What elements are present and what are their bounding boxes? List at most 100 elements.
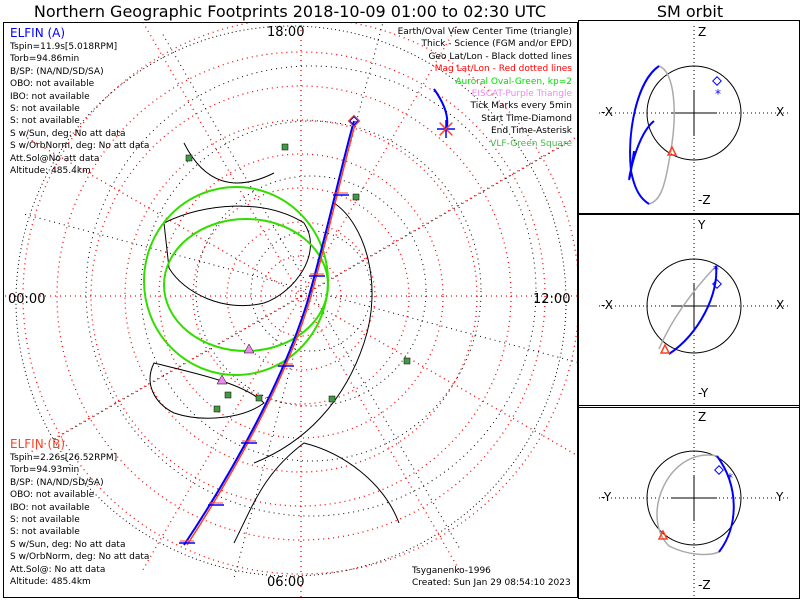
polar-map-canvas: [4, 23, 577, 597]
polar-map: [3, 22, 578, 598]
elfin-b-info-line: Altitude: 485.4km: [10, 577, 91, 588]
elfin-a-info-line: OBO: not available: [10, 79, 95, 90]
elfin-b-info-line: S: not available: [10, 527, 80, 538]
axis-label-left: -X: [601, 105, 613, 119]
elfin-a-info-line: Att.Sol@No att data: [10, 153, 100, 164]
elfin-b-heading: ELFIN (B): [10, 437, 66, 451]
sm-orbit-canvas: *: [599, 411, 789, 596]
start-diamond: [349, 116, 359, 126]
axis-label-bottom: -Z: [698, 578, 711, 592]
vlf-green-square: [403, 357, 411, 365]
view-center-triangle: [659, 343, 671, 354]
mag-lat-circle: [158, 153, 444, 439]
elfin-a-info-line: Tspin=11.9s[5.018RPM]: [10, 42, 118, 52]
vlf-green-square: [352, 193, 360, 201]
vlf-green-square: [185, 154, 193, 162]
orbit-path: [668, 265, 718, 355]
axis-label-right: X: [776, 298, 785, 312]
mag-lon-line: [23, 295, 302, 457]
elfin-a-info-line: IBO: not available: [10, 91, 90, 102]
sm-orbit-canvas: *: [599, 219, 789, 404]
sm-orbit-panel: * Z -Z -X X: [578, 20, 800, 215]
geo-lon-line: [310, 140, 572, 292]
earth-circle: [646, 65, 742, 161]
axis-label-left: -Y: [601, 490, 612, 504]
coastline-greenland: [163, 205, 311, 307]
view-center-triangle: [657, 529, 669, 540]
geo-lon-line: [160, 30, 312, 292]
mag-lon-line: [142, 23, 302, 297]
orbit-path: [628, 65, 660, 205]
orbit-nightside: [648, 65, 675, 205]
vlf-green-square: [224, 391, 232, 399]
elfin-b-info-line: S w/OrbNorm, deg: No att data: [10, 552, 150, 563]
time-label-right: 12:00: [533, 292, 571, 307]
horizon-circle: [15, 25, 567, 577]
vlf-green-square: [328, 395, 336, 403]
elfin-b-info-line: Torb=94.93min: [10, 465, 80, 476]
geo-lon-line: [310, 290, 577, 363]
vlf-green-square: [213, 405, 221, 413]
elfin-b-info-line: S: not available: [10, 515, 80, 526]
mag-lat-circle: [226, 221, 376, 371]
vlf-green-square: [281, 143, 289, 151]
model-credit: Tsyganenko-1996: [412, 566, 491, 576]
axis-label-top: Y: [698, 218, 706, 232]
sm-orbit-panel: * Z -Z -Y Y: [578, 405, 800, 599]
elfin-a-info: ELFIN (A) Tspin=11.9s[5.018RPM] Torb=94.8…: [10, 26, 149, 177]
geo-lon-line: [310, 290, 462, 552]
plot-title: Northern Geographic Footprints 2018-10-0…: [33, 2, 547, 21]
legend-item: End Time-Asterisk: [490, 126, 572, 137]
axis-label-top: Z: [698, 25, 707, 39]
elfin-b-trajectory: [186, 120, 357, 546]
legend-item: Auroral Oval-Green, kp=2: [455, 76, 572, 87]
eiscat-triangle: [216, 374, 228, 385]
legend-item: Geo Lat/Lon - Black dotted lines: [428, 51, 572, 62]
axis-label-top: Z: [698, 410, 707, 424]
legend-item: EISCAT-Purple Triangle: [471, 89, 572, 100]
elfin-a-info-line: S w/Sun, deg: No att data: [10, 128, 126, 139]
legend-item: Thick - Science (FGM and/or EPD): [421, 39, 572, 50]
legend-item: Earth/Oval View Center Time (triangle): [397, 27, 572, 37]
mag-lon-line: [140, 295, 302, 574]
sm-orbit-panel: * Y -Y -X X: [578, 213, 800, 408]
end-asterisk: *: [727, 471, 733, 485]
geo-lat-circle: [250, 230, 372, 352]
geo-lat-circle: [140, 120, 482, 462]
end-asterisk: *: [715, 87, 721, 101]
elfin-a-info-line: Torb=94.86min: [10, 54, 80, 65]
legend: Earth/Oval View Center Time (triangle) Th…: [398, 26, 572, 150]
earth-circle: [646, 258, 742, 354]
geo-lon-line: [50, 290, 312, 442]
elfin-a-info-line: S: not available: [10, 104, 80, 115]
elfin-a-heading: ELFIN (A): [10, 26, 66, 40]
elfin-b-info: ELFIN (B) Tspin=2.26s[26.52RPM] Torb=94.9…: [10, 437, 149, 588]
auroral-oval-inner: [163, 218, 329, 352]
geo-lon-line: [232, 290, 312, 581]
mag-lon-line: [300, 295, 577, 457]
elfin-b-info-line: OBO: not available: [10, 490, 95, 501]
elfin-b-info-line: B/SP: (NA/ND/SD/SA): [10, 477, 104, 488]
legend-item: Tick Marks every 5min: [470, 101, 572, 112]
elfin-b-info-line: Att.Sol@: No att data: [10, 564, 106, 575]
mag-lat-circle: [192, 187, 410, 405]
axis-label-bottom: -Y: [698, 386, 709, 400]
elfin-b-info-line: IBO: not available: [10, 502, 90, 513]
elfin-b-info-line: S w/Sun, deg: No att data: [10, 539, 126, 550]
legend-item: Start Time-Diamond: [481, 113, 572, 124]
geo-lon-line: [21, 212, 312, 292]
coastline: [149, 142, 400, 544]
orbit-path: [716, 455, 735, 553]
elfin-a-info-line: B/SP: (NA/ND/SD/SA): [10, 66, 104, 77]
sm-orbit-title: SM orbit: [656, 2, 724, 21]
elfin-a-trajectory: [183, 120, 355, 546]
created-timestamp: Created: Sun Jan 29 08:54:10 2023: [412, 578, 571, 588]
start-diamond: [712, 76, 722, 86]
elfin-a-info-line: Altitude: 485.4km: [10, 166, 91, 177]
credit: Tsyganenko-1996 Created: Sun Jan 29 08:5…: [412, 565, 571, 589]
elfin-a-info-line: S w/OrbNorm, deg: No att data: [10, 141, 150, 152]
time-label-top: 18:00: [267, 25, 305, 40]
start-diamond: [714, 465, 724, 475]
geo-lat-circle: [195, 175, 427, 407]
